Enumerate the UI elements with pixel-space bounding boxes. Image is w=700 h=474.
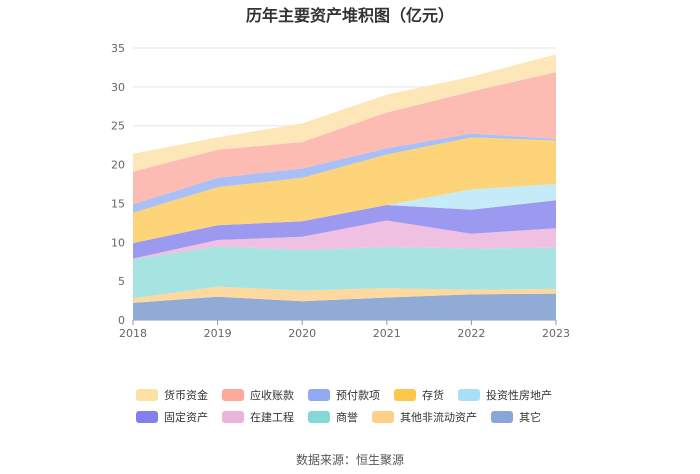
chart-title: 历年主要资产堆积图（亿元） [245,6,454,25]
x-tick-label: 2023 [542,327,570,340]
area-series [133,54,556,320]
legend-item[interactable]: 投资性房地产 [458,388,552,402]
legend-item[interactable]: 其他非流动资产 [372,410,477,424]
legend-item[interactable]: 固定资产 [136,410,208,424]
y-tick-label: 25 [111,120,125,133]
legend-label: 商誉 [336,411,358,424]
x-tick-label: 2022 [457,327,485,340]
y-tick-label: 20 [111,159,125,172]
legend-swatch [222,411,244,423]
legend-label: 在建工程 [250,411,294,424]
legend-item[interactable]: 应收账款 [222,388,294,402]
x-tick-label: 2019 [204,327,232,340]
legend-item[interactable]: 存货 [394,388,444,402]
area-商誉 [133,246,556,299]
legend-item[interactable]: 商誉 [308,410,358,424]
y-tick-label: 5 [118,275,125,288]
legend-item[interactable]: 在建工程 [222,410,294,424]
legend-label: 固定资产 [164,411,208,424]
x-tick-label: 2020 [288,327,316,340]
legend-swatch [372,411,394,423]
axes: 0 5 10 15 20 25 30 35 2018 2019 2020 2021 2022 2023 [111,42,570,340]
x-tick-label: 2018 [119,327,147,340]
area-投资性房地产 [133,184,556,244]
area-存货 [133,137,556,244]
area-其他非流动资产 [133,286,556,303]
legend-label: 货币资金 [164,389,208,402]
data-source: 数据来源：恒生聚源 [295,453,404,467]
legend: 货币资金 应收账款 预付款项 存货 投资性房地产固定资产 在建工程 商誉 其他非流动资产 其它 [136,388,606,424]
legend-swatch [136,411,158,423]
legend-swatch [394,389,416,401]
legend-swatch [308,411,330,423]
area-在建工程 [133,220,556,260]
y-tick-label: 15 [111,197,125,210]
area-应收账款 [133,72,556,205]
legend-label: 其他非流动资产 [400,411,477,424]
y-tick-label: 35 [111,42,125,55]
legend-label: 存货 [422,389,444,402]
y-tick-label: 30 [111,81,125,94]
area-其它 [133,293,556,320]
x-tick-label: 2021 [373,327,401,340]
legend-swatch [308,389,330,401]
legend-item[interactable]: 其它 [491,410,541,424]
legend-label: 其它 [519,411,541,424]
area-货币资金 [133,54,556,172]
legend-swatch [136,389,158,401]
legend-label: 应收账款 [250,389,294,402]
y-tick-label: 0 [118,314,125,327]
y-tick-label: 10 [111,236,125,249]
legend-swatch [491,411,513,423]
legend-swatch [458,389,480,401]
legend-item[interactable]: 预付款项 [308,388,380,402]
legend-item[interactable]: 货币资金 [136,388,208,402]
legend-label: 预付款项 [336,389,380,402]
legend-swatch [222,389,244,401]
legend-label: 投资性房地产 [486,389,552,402]
area-固定资产 [133,200,556,259]
